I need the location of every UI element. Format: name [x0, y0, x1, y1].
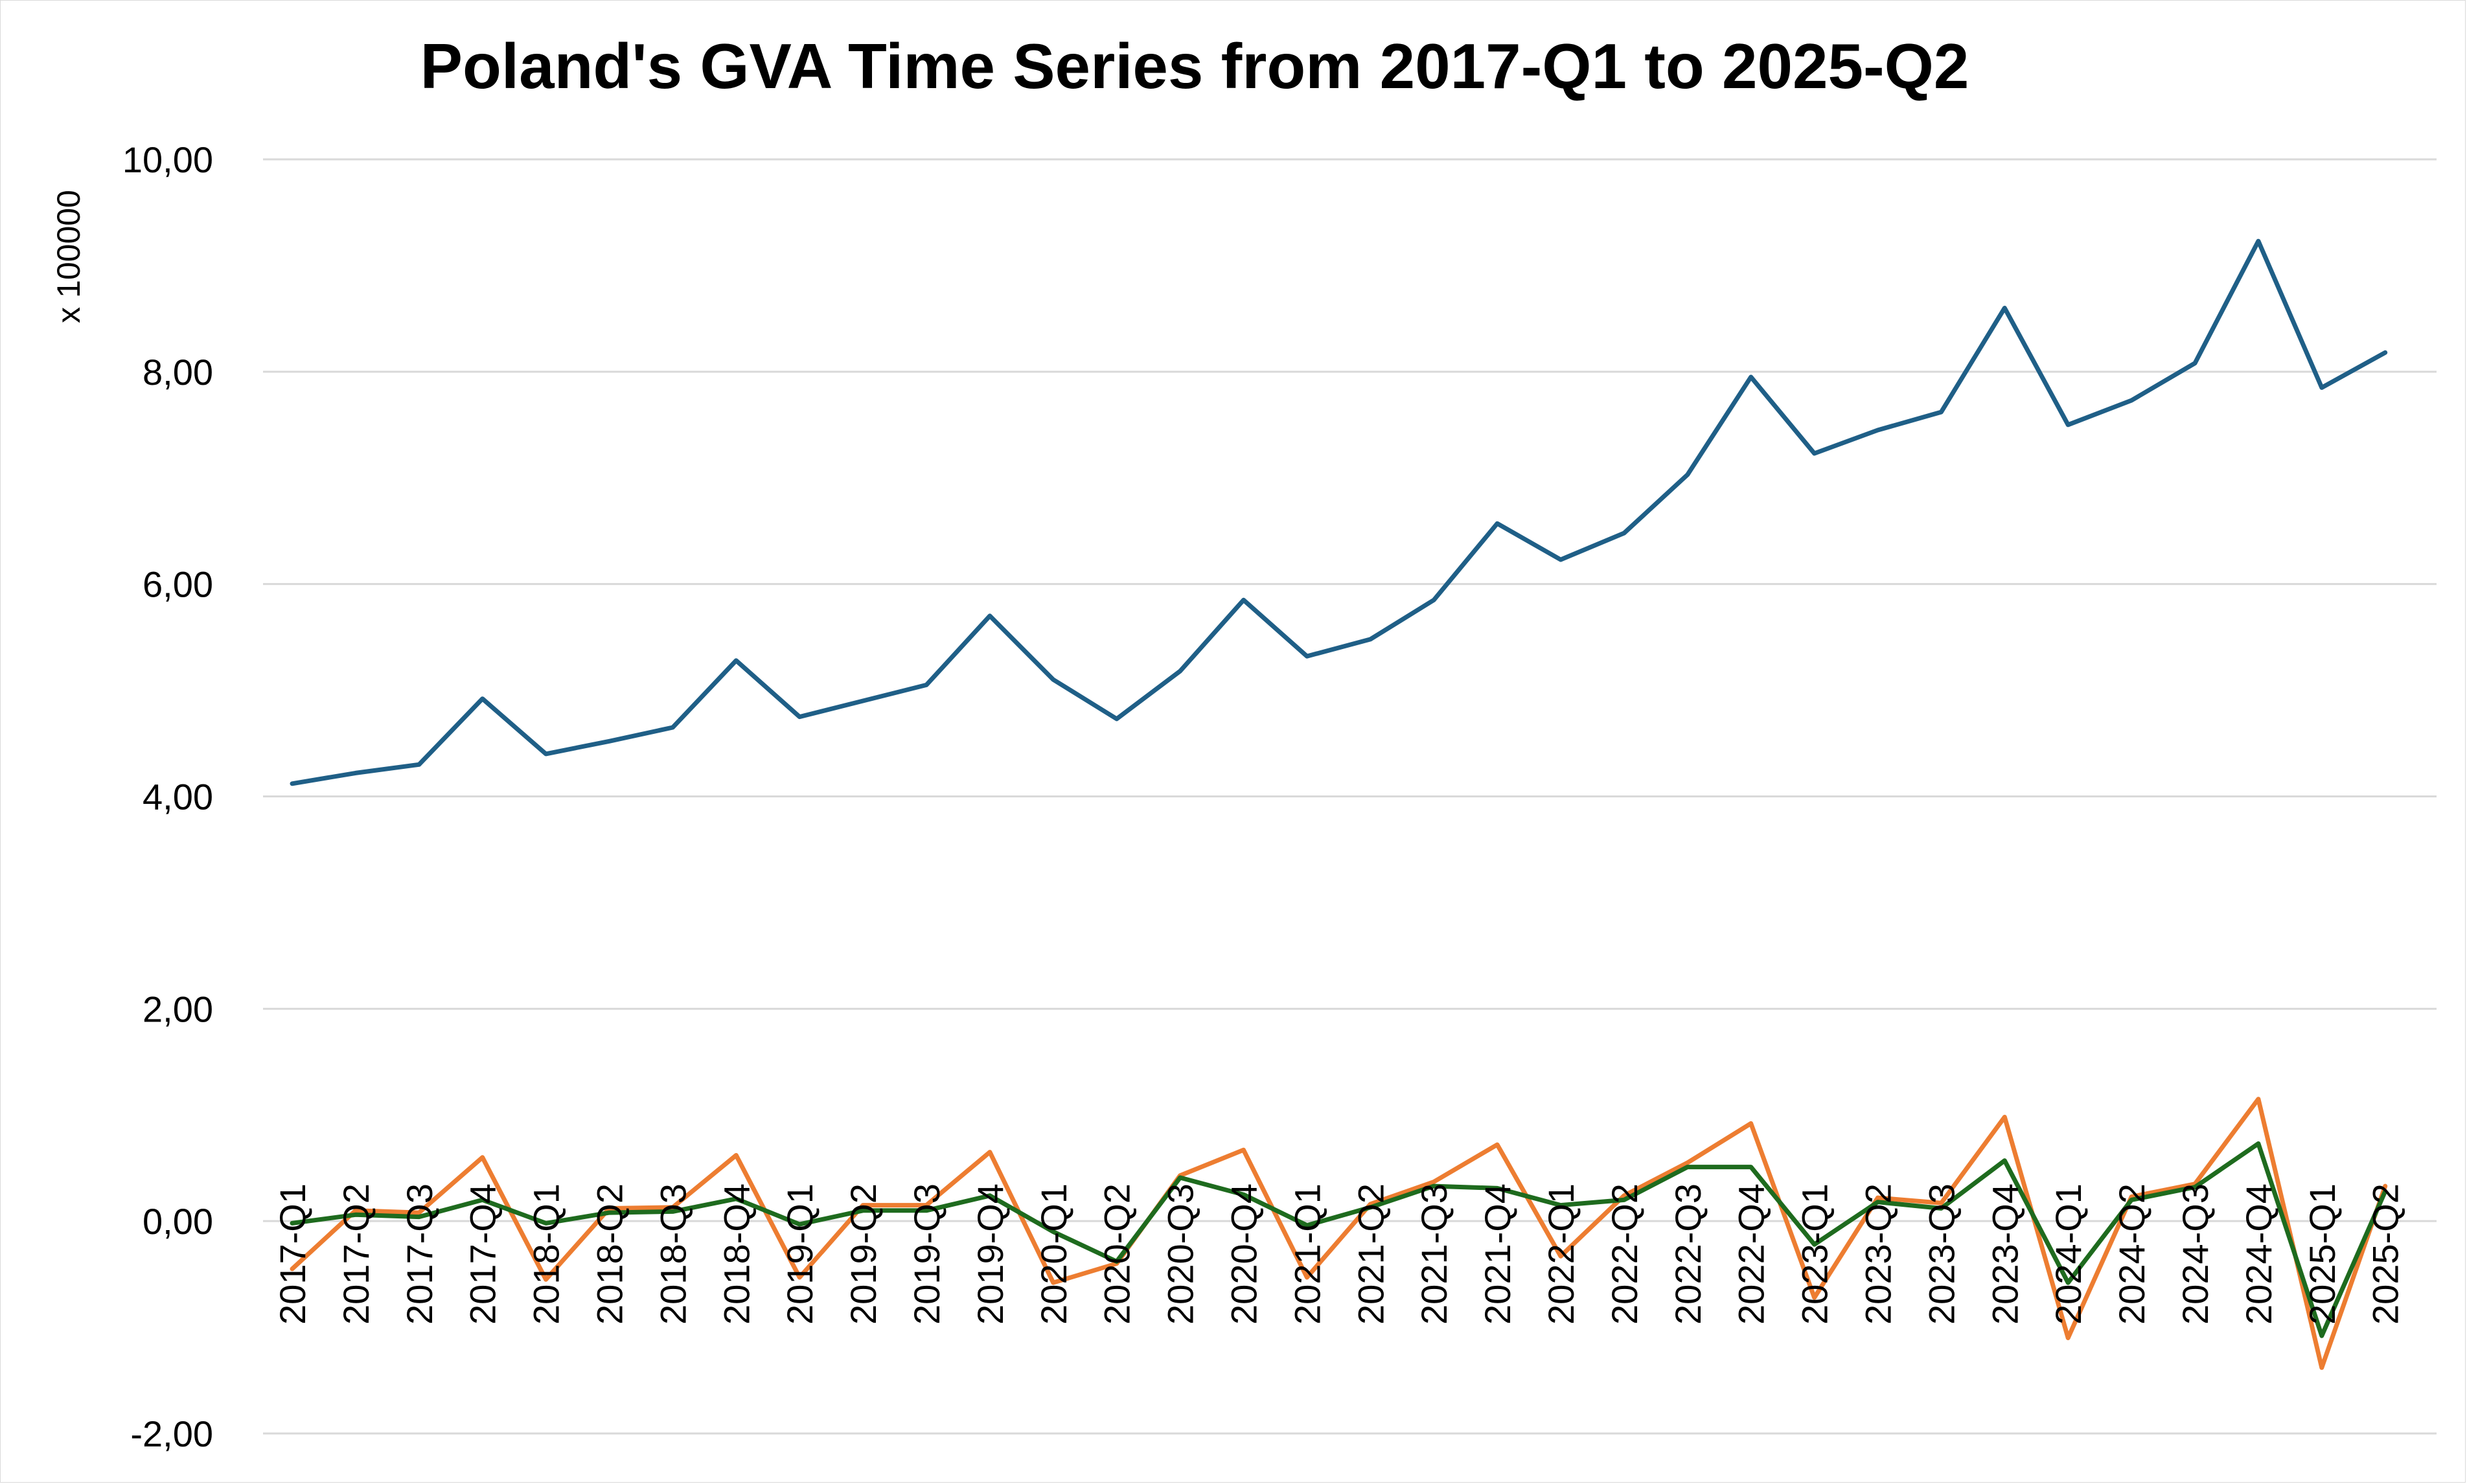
y-axis-title: x 100000	[51, 190, 87, 323]
x-tick-label: 2019-Q2	[843, 1183, 884, 1325]
y-tick-label: 0,00	[143, 1201, 213, 1242]
x-tick-label: 2022-Q4	[1731, 1183, 1772, 1325]
x-tick-label: 2023-Q2	[1858, 1183, 1899, 1325]
y-tick-label: 6,00	[143, 564, 213, 605]
x-tick-label: 2021-Q4	[1477, 1183, 1518, 1325]
x-tick-label: 2017-Q2	[336, 1183, 376, 1325]
x-tick-label: 2022-Q1	[1541, 1183, 1581, 1325]
x-tick-label: 2024-Q2	[2111, 1183, 2152, 1325]
x-tick-label: 2023-Q3	[1921, 1183, 1962, 1325]
gridlines	[263, 158, 2437, 1435]
series-line-2	[290, 1097, 2388, 1370]
x-tick-label: 2018-Q3	[652, 1183, 693, 1325]
x-tick-label: 2022-Q3	[1668, 1183, 1708, 1325]
x-tick-label: 2018-Q2	[590, 1183, 630, 1325]
x-tick-label: 2025-Q2	[2365, 1183, 2406, 1325]
x-tick-label: 2024-Q3	[2175, 1183, 2216, 1325]
x-tick-label: 2018-Q1	[526, 1183, 567, 1325]
x-tick-label: 2023-Q4	[1984, 1183, 2025, 1325]
x-tick-label: 2022-Q2	[1604, 1183, 1645, 1325]
series-lines	[290, 238, 2388, 1370]
x-tick-label: 2017-Q3	[399, 1183, 440, 1325]
series-line-1	[290, 238, 2388, 786]
x-tick-label: 2020-Q2	[1097, 1183, 1138, 1325]
series-line-3	[290, 1141, 2388, 1338]
y-tick-label: 8,00	[143, 352, 213, 393]
y-tick-label: 4,00	[143, 777, 213, 817]
x-tick-label: 2019-Q1	[779, 1183, 820, 1325]
x-tick-label: 2024-Q4	[2238, 1183, 2279, 1325]
y-tick-label: -2,00	[130, 1413, 213, 1454]
x-tick-label: 2019-Q4	[970, 1183, 1011, 1325]
x-tick-label: 2019-Q3	[906, 1183, 947, 1325]
x-tick-label: 2021-Q2	[1350, 1183, 1391, 1325]
chart-title: Poland's GVA Time Series from 2017-Q1 to…	[420, 30, 1969, 102]
x-tick-label: 2024-Q1	[2048, 1183, 2089, 1325]
x-axis-ticks: 2017-Q1 2017-Q2 2017-Q3 2017-Q4 2018-Q1 2018-…	[272, 1183, 2406, 1325]
y-tick-label: 10,00	[122, 139, 213, 180]
x-tick-label: 2017-Q4	[463, 1183, 503, 1325]
y-axis-ticks: -2,00 0,00 2,00 4,00 6,00 8,00 10,00	[122, 139, 213, 1454]
x-tick-label: 2025-Q1	[2302, 1183, 2343, 1325]
x-tick-label: 2020-Q1	[1033, 1183, 1074, 1325]
x-tick-label: 2018-Q4	[716, 1183, 757, 1325]
x-tick-label: 2020-Q4	[1224, 1183, 1265, 1325]
x-tick-label: 2023-Q1	[1795, 1183, 1835, 1325]
x-tick-label: 2020-Q3	[1160, 1183, 1201, 1325]
y-tick-label: 2,00	[143, 988, 213, 1029]
x-tick-label: 2021-Q1	[1287, 1183, 1327, 1325]
x-tick-label: 2017-Q1	[272, 1183, 313, 1325]
x-tick-label: 2021-Q3	[1414, 1183, 1454, 1325]
